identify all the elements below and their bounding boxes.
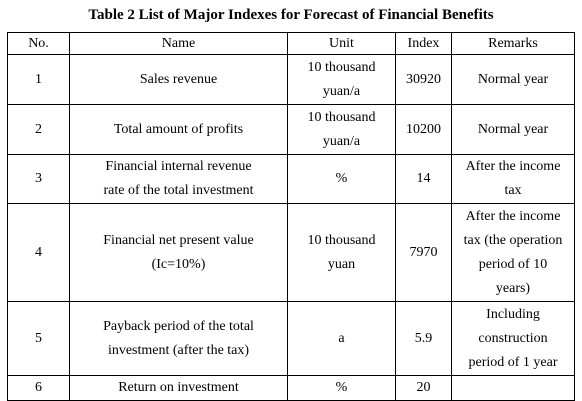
cell-remarks: Normal year <box>451 104 575 155</box>
table-row: 1 Sales revenue 10 thousand yuan/a 30920 … <box>7 54 575 105</box>
cell-index: 5.9 <box>395 301 452 376</box>
cell-unit: 10 thousand yuan/a <box>287 54 396 105</box>
cell-remarks: After the income tax <box>451 154 575 204</box>
col-header-name: Name <box>69 32 288 55</box>
cell-index: 7970 <box>395 203 452 302</box>
cell-name: Total amount of profits <box>69 104 288 155</box>
cell-name: Financial net present value (Ic=10%) <box>69 203 288 302</box>
cell-remarks <box>451 375 575 401</box>
cell-no: 2 <box>7 104 70 155</box>
cell-index: 30920 <box>395 54 452 105</box>
table-row: 5 Payback period of the total investment … <box>7 301 575 376</box>
table-title: Table 2 List of Major Indexes for Foreca… <box>88 7 494 23</box>
cell-name: Sales revenue <box>69 54 288 105</box>
cell-index: 10200 <box>395 104 452 155</box>
table-row: 4 Financial net present value (Ic=10%) 10… <box>7 203 575 302</box>
cell-remarks: Including construction period of 1 year <box>451 301 575 376</box>
cell-unit: % <box>287 154 396 204</box>
cell-no: 3 <box>7 154 70 204</box>
cell-unit: % <box>287 375 396 401</box>
cell-remarks: Normal year <box>451 54 575 105</box>
table-row: 2 Total amount of profits 10 thousand yua… <box>7 104 575 155</box>
table-row: 6 Return on investment % 20 <box>7 375 575 401</box>
cell-unit: 10 thousand yuan <box>287 203 396 302</box>
cell-unit: a <box>287 301 396 376</box>
cell-name: Payback period of the total investment (a… <box>69 301 288 376</box>
cell-index: 20 <box>395 375 452 401</box>
table-row: 3 Financial internal revenue rate of the … <box>7 154 575 204</box>
col-header-no: No. <box>7 32 70 55</box>
cell-no: 4 <box>7 203 70 302</box>
cell-index: 14 <box>395 154 452 204</box>
cell-remarks: After the income tax (the operation period… <box>451 203 575 302</box>
col-header-index: Index <box>395 32 452 55</box>
col-header-unit: Unit <box>287 32 396 55</box>
col-header-remarks: Remarks <box>451 32 575 55</box>
cell-no: 1 <box>7 54 70 105</box>
cell-name: Financial internal revenue rate of the to… <box>69 154 288 204</box>
cell-name: Return on investment <box>69 375 288 401</box>
cell-no: 6 <box>7 375 70 401</box>
header-row: No. Name Unit Index Remarks <box>7 32 575 55</box>
cell-no: 5 <box>7 301 70 376</box>
cell-unit: 10 thousand yuan/a <box>287 104 396 155</box>
financial-benefits-table: No. Name Unit Index Remarks 1 Sales reve… <box>7 32 575 401</box>
